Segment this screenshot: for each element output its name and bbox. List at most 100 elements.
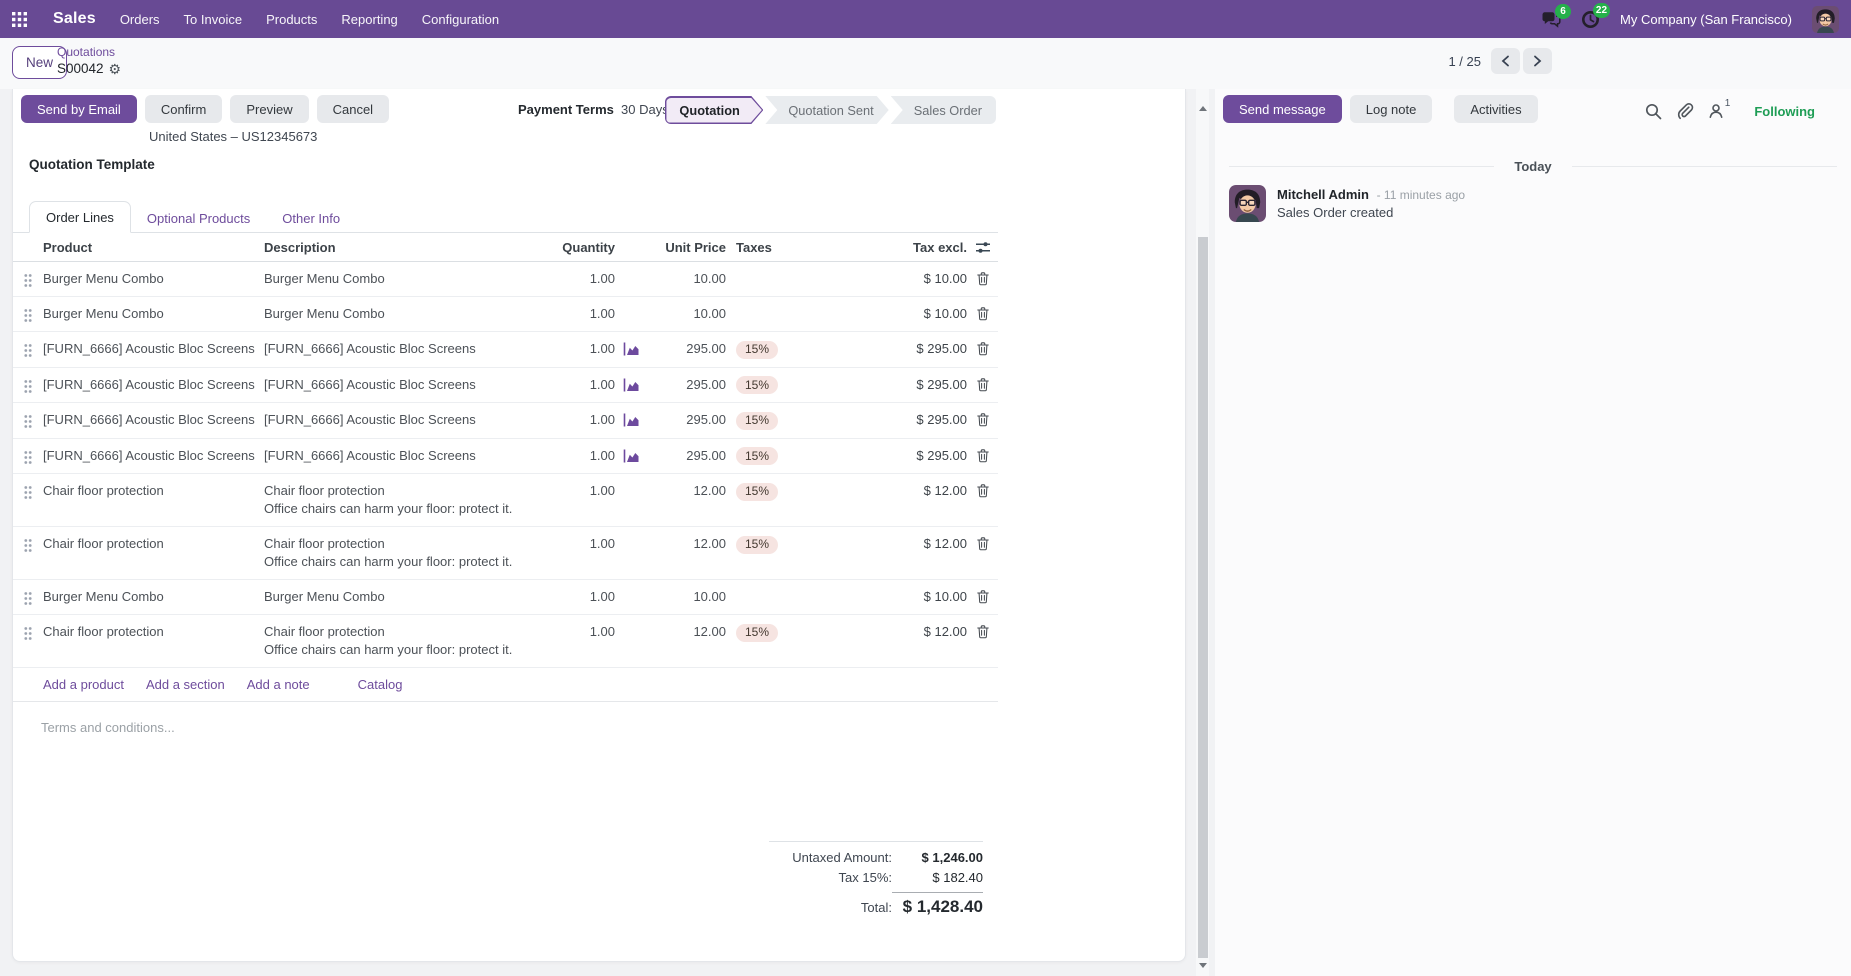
cell-description[interactable]: [FURN_6666] Acoustic Bloc Screens: [264, 447, 476, 463]
delete-row-trash-icon[interactable]: [976, 623, 990, 639]
stage-quotation[interactable]: Quotation: [665, 96, 763, 124]
terms-and-conditions-input[interactable]: Terms and conditions...: [41, 720, 175, 735]
cell-quantity[interactable]: 1.00: [589, 271, 615, 286]
cell-taxes[interactable]: 15%: [736, 535, 826, 554]
delete-row-trash-icon[interactable]: [976, 376, 990, 392]
cell-quantity[interactable]: 1.00: [589, 306, 615, 321]
cell-product[interactable]: [FURN_6666] Acoustic Bloc Screens: [43, 447, 255, 463]
activities-button[interactable]: Activities: [1454, 95, 1538, 123]
payment-terms-value[interactable]: 30 Days: [621, 102, 669, 117]
tab-other-info[interactable]: Other Info: [282, 211, 341, 226]
add-a-product-link[interactable]: Add a product: [43, 677, 124, 692]
cell-description[interactable]: Burger Menu Combo: [264, 306, 385, 321]
header-quantity[interactable]: Quantity: [562, 239, 615, 255]
tax-badge[interactable]: 15%: [736, 411, 779, 430]
drag-handle-icon[interactable]: [23, 305, 33, 323]
scrollbar-thumb[interactable]: [1197, 237, 1208, 958]
cell-quantity[interactable]: 1.00: [589, 624, 615, 639]
header-unit-price[interactable]: Unit Price: [665, 239, 726, 255]
tax-badge[interactable]: 15%: [736, 376, 779, 394]
tax-badge[interactable]: 15%: [736, 482, 779, 501]
company-switcher[interactable]: My Company (San Francisco): [1620, 11, 1792, 27]
cancel-button[interactable]: Cancel: [316, 95, 390, 123]
cell-description[interactable]: Burger Menu Combo: [264, 271, 385, 286]
cell-taxes[interactable]: 15%: [736, 447, 826, 465]
drag-handle-icon[interactable]: [23, 447, 33, 465]
drag-handle-icon[interactable]: [23, 623, 33, 641]
cell-quantity[interactable]: 1.00: [589, 412, 615, 427]
cell-taxes[interactable]: 15%: [736, 411, 826, 430]
cell-description[interactable]: [FURN_6666] Acoustic Bloc Screens: [264, 376, 476, 392]
cell-description[interactable]: [FURN_6666] Acoustic Bloc Screens: [264, 412, 476, 427]
tax-badge[interactable]: 15%: [736, 623, 779, 642]
forecast-icon[interactable]: [623, 376, 653, 392]
user-avatar[interactable]: [1812, 5, 1839, 33]
cell-product[interactable]: Burger Menu Combo: [43, 271, 164, 286]
catalog-link[interactable]: Catalog: [357, 677, 403, 692]
scroll-up-arrow[interactable]: [1196, 101, 1209, 115]
attachments-paperclip-icon[interactable]: [1676, 102, 1694, 120]
menu-reporting[interactable]: Reporting: [341, 11, 398, 27]
cell-unit-price[interactable]: 12.00: [693, 536, 726, 551]
delete-row-trash-icon[interactable]: [976, 270, 990, 286]
cell-taxes[interactable]: 15%: [736, 376, 826, 394]
cell-taxes[interactable]: 15%: [736, 340, 826, 359]
message-author[interactable]: Mitchell Admin: [1277, 187, 1369, 202]
breadcrumb-quotations-link[interactable]: Quotations: [57, 45, 116, 59]
delete-row-trash-icon[interactable]: [976, 482, 990, 498]
tab-optional-products[interactable]: Optional Products: [146, 211, 251, 226]
app-name[interactable]: Sales: [53, 10, 96, 27]
menu-orders[interactable]: Orders: [119, 11, 160, 27]
cell-unit-price[interactable]: 12.00: [693, 624, 726, 639]
cell-quantity[interactable]: 1.00: [589, 376, 615, 392]
drag-handle-icon[interactable]: [23, 588, 33, 606]
delete-row-trash-icon[interactable]: [976, 411, 990, 427]
menu-to-invoice[interactable]: To Invoice: [183, 11, 243, 27]
actions-gear-icon[interactable]: ⚙: [108, 60, 122, 77]
cell-unit-price[interactable]: 295.00: [686, 341, 726, 356]
cell-quantity[interactable]: 1.00: [589, 447, 615, 463]
delete-row-trash-icon[interactable]: [976, 535, 990, 551]
header-product[interactable]: Product: [43, 239, 93, 255]
following-toggle[interactable]: Following: [1754, 103, 1815, 119]
drag-handle-icon[interactable]: [23, 376, 33, 394]
delete-row-trash-icon[interactable]: [976, 305, 990, 321]
cell-taxes[interactable]: 15%: [736, 482, 826, 501]
delete-row-trash-icon[interactable]: [976, 588, 990, 604]
cell-product[interactable]: Chair floor protection: [43, 536, 164, 551]
cell-product[interactable]: [FURN_6666] Acoustic Bloc Screens: [43, 412, 255, 427]
forecast-icon[interactable]: [623, 447, 653, 463]
menu-configuration[interactable]: Configuration: [421, 11, 500, 27]
confirm-button[interactable]: Confirm: [144, 95, 223, 123]
cell-unit-price[interactable]: 12.00: [693, 483, 726, 498]
pager-next-button[interactable]: [1523, 48, 1552, 74]
apps-grid-icon[interactable]: [12, 11, 27, 27]
tax-badge[interactable]: 15%: [736, 447, 779, 465]
new-button[interactable]: New: [12, 46, 68, 79]
header-description[interactable]: Description: [264, 239, 336, 255]
tab-order-lines[interactable]: Order Lines: [29, 201, 131, 233]
tax-badge[interactable]: 15%: [736, 340, 779, 359]
preview-button[interactable]: Preview: [230, 95, 309, 123]
cell-product[interactable]: [FURN_6666] Acoustic Bloc Screens: [43, 376, 255, 392]
messages-icon[interactable]: 6: [1541, 3, 1572, 28]
cell-product[interactable]: Chair floor protection: [43, 624, 164, 639]
header-tax-excl[interactable]: Tax excl.: [913, 239, 967, 255]
forecast-icon[interactable]: [623, 340, 653, 356]
drag-handle-icon[interactable]: [23, 535, 33, 553]
header-taxes[interactable]: Taxes: [736, 239, 772, 255]
menu-products[interactable]: Products: [266, 11, 318, 27]
cell-description[interactable]: Chair floor protection Office chairs can …: [264, 483, 513, 516]
cell-quantity[interactable]: 1.00: [589, 536, 615, 551]
log-note-button[interactable]: Log note: [1349, 95, 1433, 123]
cell-quantity[interactable]: 1.00: [589, 483, 615, 498]
pager-previous-button[interactable]: [1491, 48, 1520, 74]
delete-row-trash-icon[interactable]: [976, 447, 990, 463]
drag-handle-icon[interactable]: [23, 340, 33, 358]
cell-unit-price[interactable]: 295.00: [686, 447, 726, 463]
optional-columns-icon[interactable]: [975, 240, 991, 255]
cell-description[interactable]: Burger Menu Combo: [264, 589, 385, 604]
stage-sales-order[interactable]: Sales Order: [890, 96, 996, 124]
tax-badge[interactable]: 15%: [736, 535, 779, 554]
cell-quantity[interactable]: 1.00: [589, 589, 615, 604]
